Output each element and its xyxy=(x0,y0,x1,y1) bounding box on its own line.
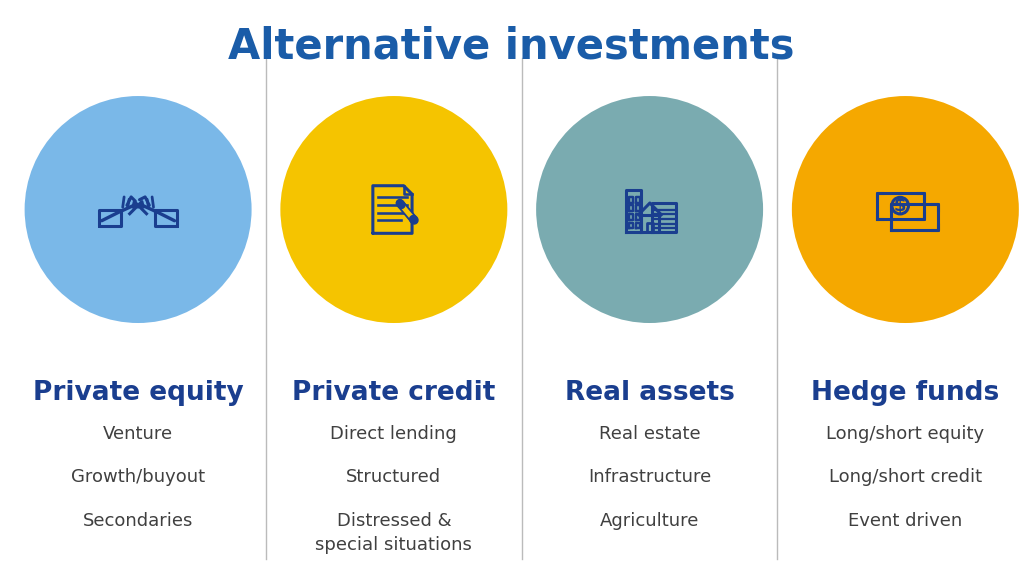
Text: Secondaries: Secondaries xyxy=(83,512,193,530)
Text: Real assets: Real assets xyxy=(565,380,735,406)
Text: Long/short equity: Long/short equity xyxy=(827,425,984,442)
Ellipse shape xyxy=(792,96,1019,323)
Ellipse shape xyxy=(25,96,252,323)
Text: Distressed &: Distressed & xyxy=(337,512,451,530)
Text: special situations: special situations xyxy=(315,536,473,554)
Text: Private credit: Private credit xyxy=(293,380,495,406)
Text: Infrastructure: Infrastructure xyxy=(588,469,711,486)
Text: Alternative investments: Alternative investments xyxy=(228,26,795,68)
Ellipse shape xyxy=(536,96,763,323)
Text: Private equity: Private equity xyxy=(33,380,243,406)
Text: Direct lending: Direct lending xyxy=(330,425,457,442)
Text: Real estate: Real estate xyxy=(598,425,701,442)
Circle shape xyxy=(409,217,417,222)
Text: $: $ xyxy=(894,197,906,215)
Text: Agriculture: Agriculture xyxy=(599,512,700,530)
Text: Long/short credit: Long/short credit xyxy=(829,469,982,486)
Text: Hedge funds: Hedge funds xyxy=(811,380,999,406)
Text: Growth/buyout: Growth/buyout xyxy=(71,469,206,486)
Text: Structured: Structured xyxy=(347,469,441,486)
Ellipse shape xyxy=(280,96,507,323)
Text: Event driven: Event driven xyxy=(848,512,963,530)
Text: Venture: Venture xyxy=(103,425,173,442)
